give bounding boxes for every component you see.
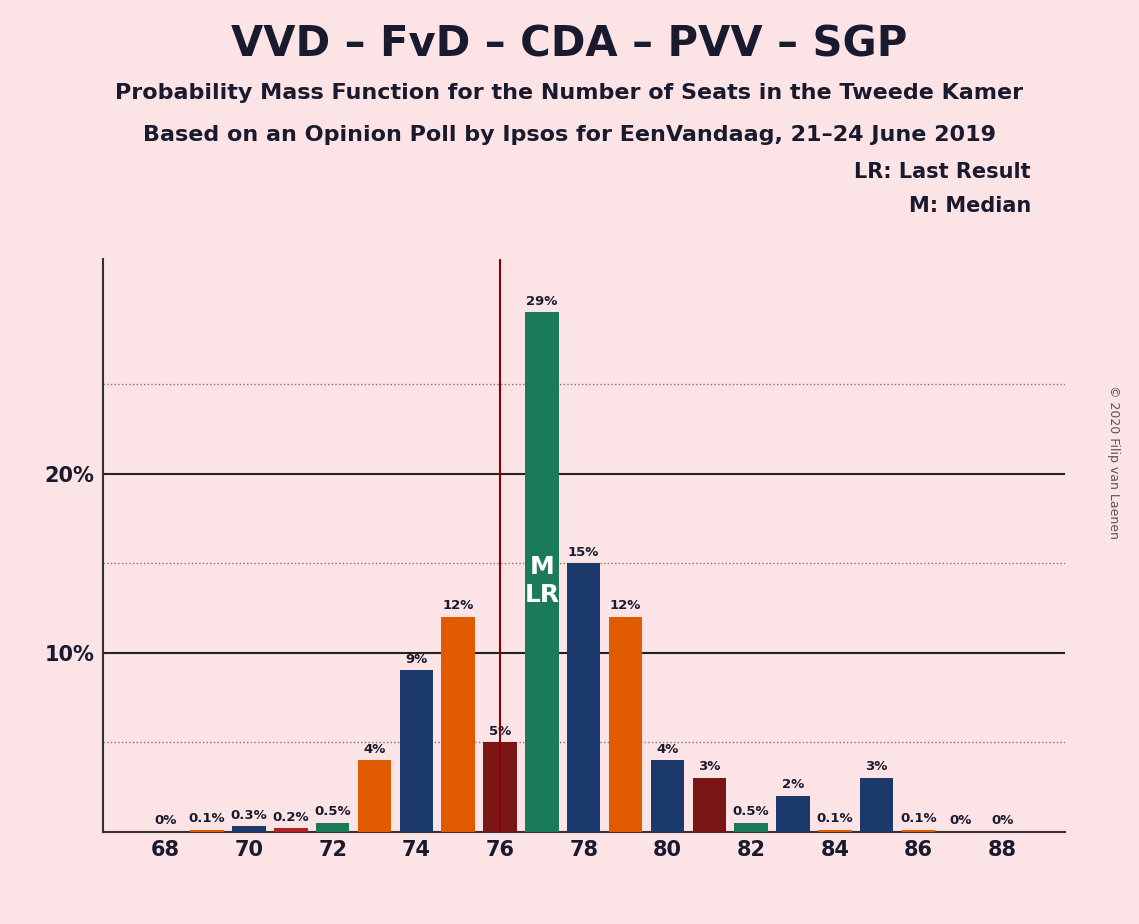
Text: 0%: 0% — [949, 814, 972, 827]
Text: © 2020 Filip van Laenen: © 2020 Filip van Laenen — [1107, 385, 1121, 539]
Bar — [483, 742, 517, 832]
Text: 2%: 2% — [781, 778, 804, 791]
Bar — [316, 822, 350, 832]
Text: 4%: 4% — [656, 743, 679, 756]
Text: 0%: 0% — [154, 814, 177, 827]
Bar — [358, 760, 391, 832]
Bar — [776, 796, 810, 832]
Text: 0.1%: 0.1% — [189, 812, 226, 825]
Bar — [693, 778, 726, 832]
Text: 12%: 12% — [609, 600, 641, 613]
Bar — [525, 312, 558, 832]
Text: M: Median: M: Median — [909, 196, 1031, 216]
Bar — [567, 563, 600, 832]
Bar — [232, 826, 265, 832]
Bar — [860, 778, 893, 832]
Text: 0.2%: 0.2% — [272, 810, 309, 823]
Text: M
LR: M LR — [524, 555, 559, 607]
Text: 9%: 9% — [405, 653, 427, 666]
Bar — [650, 760, 685, 832]
Text: 29%: 29% — [526, 295, 558, 308]
Text: 5%: 5% — [489, 724, 511, 737]
Bar — [609, 617, 642, 832]
Bar — [735, 822, 768, 832]
Text: LR: Last Result: LR: Last Result — [854, 162, 1031, 182]
Bar — [400, 671, 433, 832]
Text: Based on an Opinion Poll by Ipsos for EenVandaag, 21–24 June 2019: Based on an Opinion Poll by Ipsos for Ee… — [144, 125, 995, 145]
Text: 0%: 0% — [991, 814, 1014, 827]
Bar — [902, 830, 935, 832]
Bar — [818, 830, 852, 832]
Text: 0.1%: 0.1% — [900, 812, 936, 825]
Text: 0.5%: 0.5% — [314, 805, 351, 818]
Text: 15%: 15% — [568, 545, 599, 559]
Bar — [442, 617, 475, 832]
Text: 12%: 12% — [443, 600, 474, 613]
Text: 4%: 4% — [363, 743, 386, 756]
Text: 0.5%: 0.5% — [732, 805, 770, 818]
Bar — [274, 828, 308, 832]
Text: Probability Mass Function for the Number of Seats in the Tweede Kamer: Probability Mass Function for the Number… — [115, 83, 1024, 103]
Text: VVD – FvD – CDA – PVV – SGP: VVD – FvD – CDA – PVV – SGP — [231, 23, 908, 65]
Text: 0.1%: 0.1% — [817, 812, 853, 825]
Text: 0.3%: 0.3% — [230, 808, 268, 821]
Text: 3%: 3% — [698, 760, 721, 773]
Bar — [190, 830, 224, 832]
Text: 3%: 3% — [866, 760, 887, 773]
